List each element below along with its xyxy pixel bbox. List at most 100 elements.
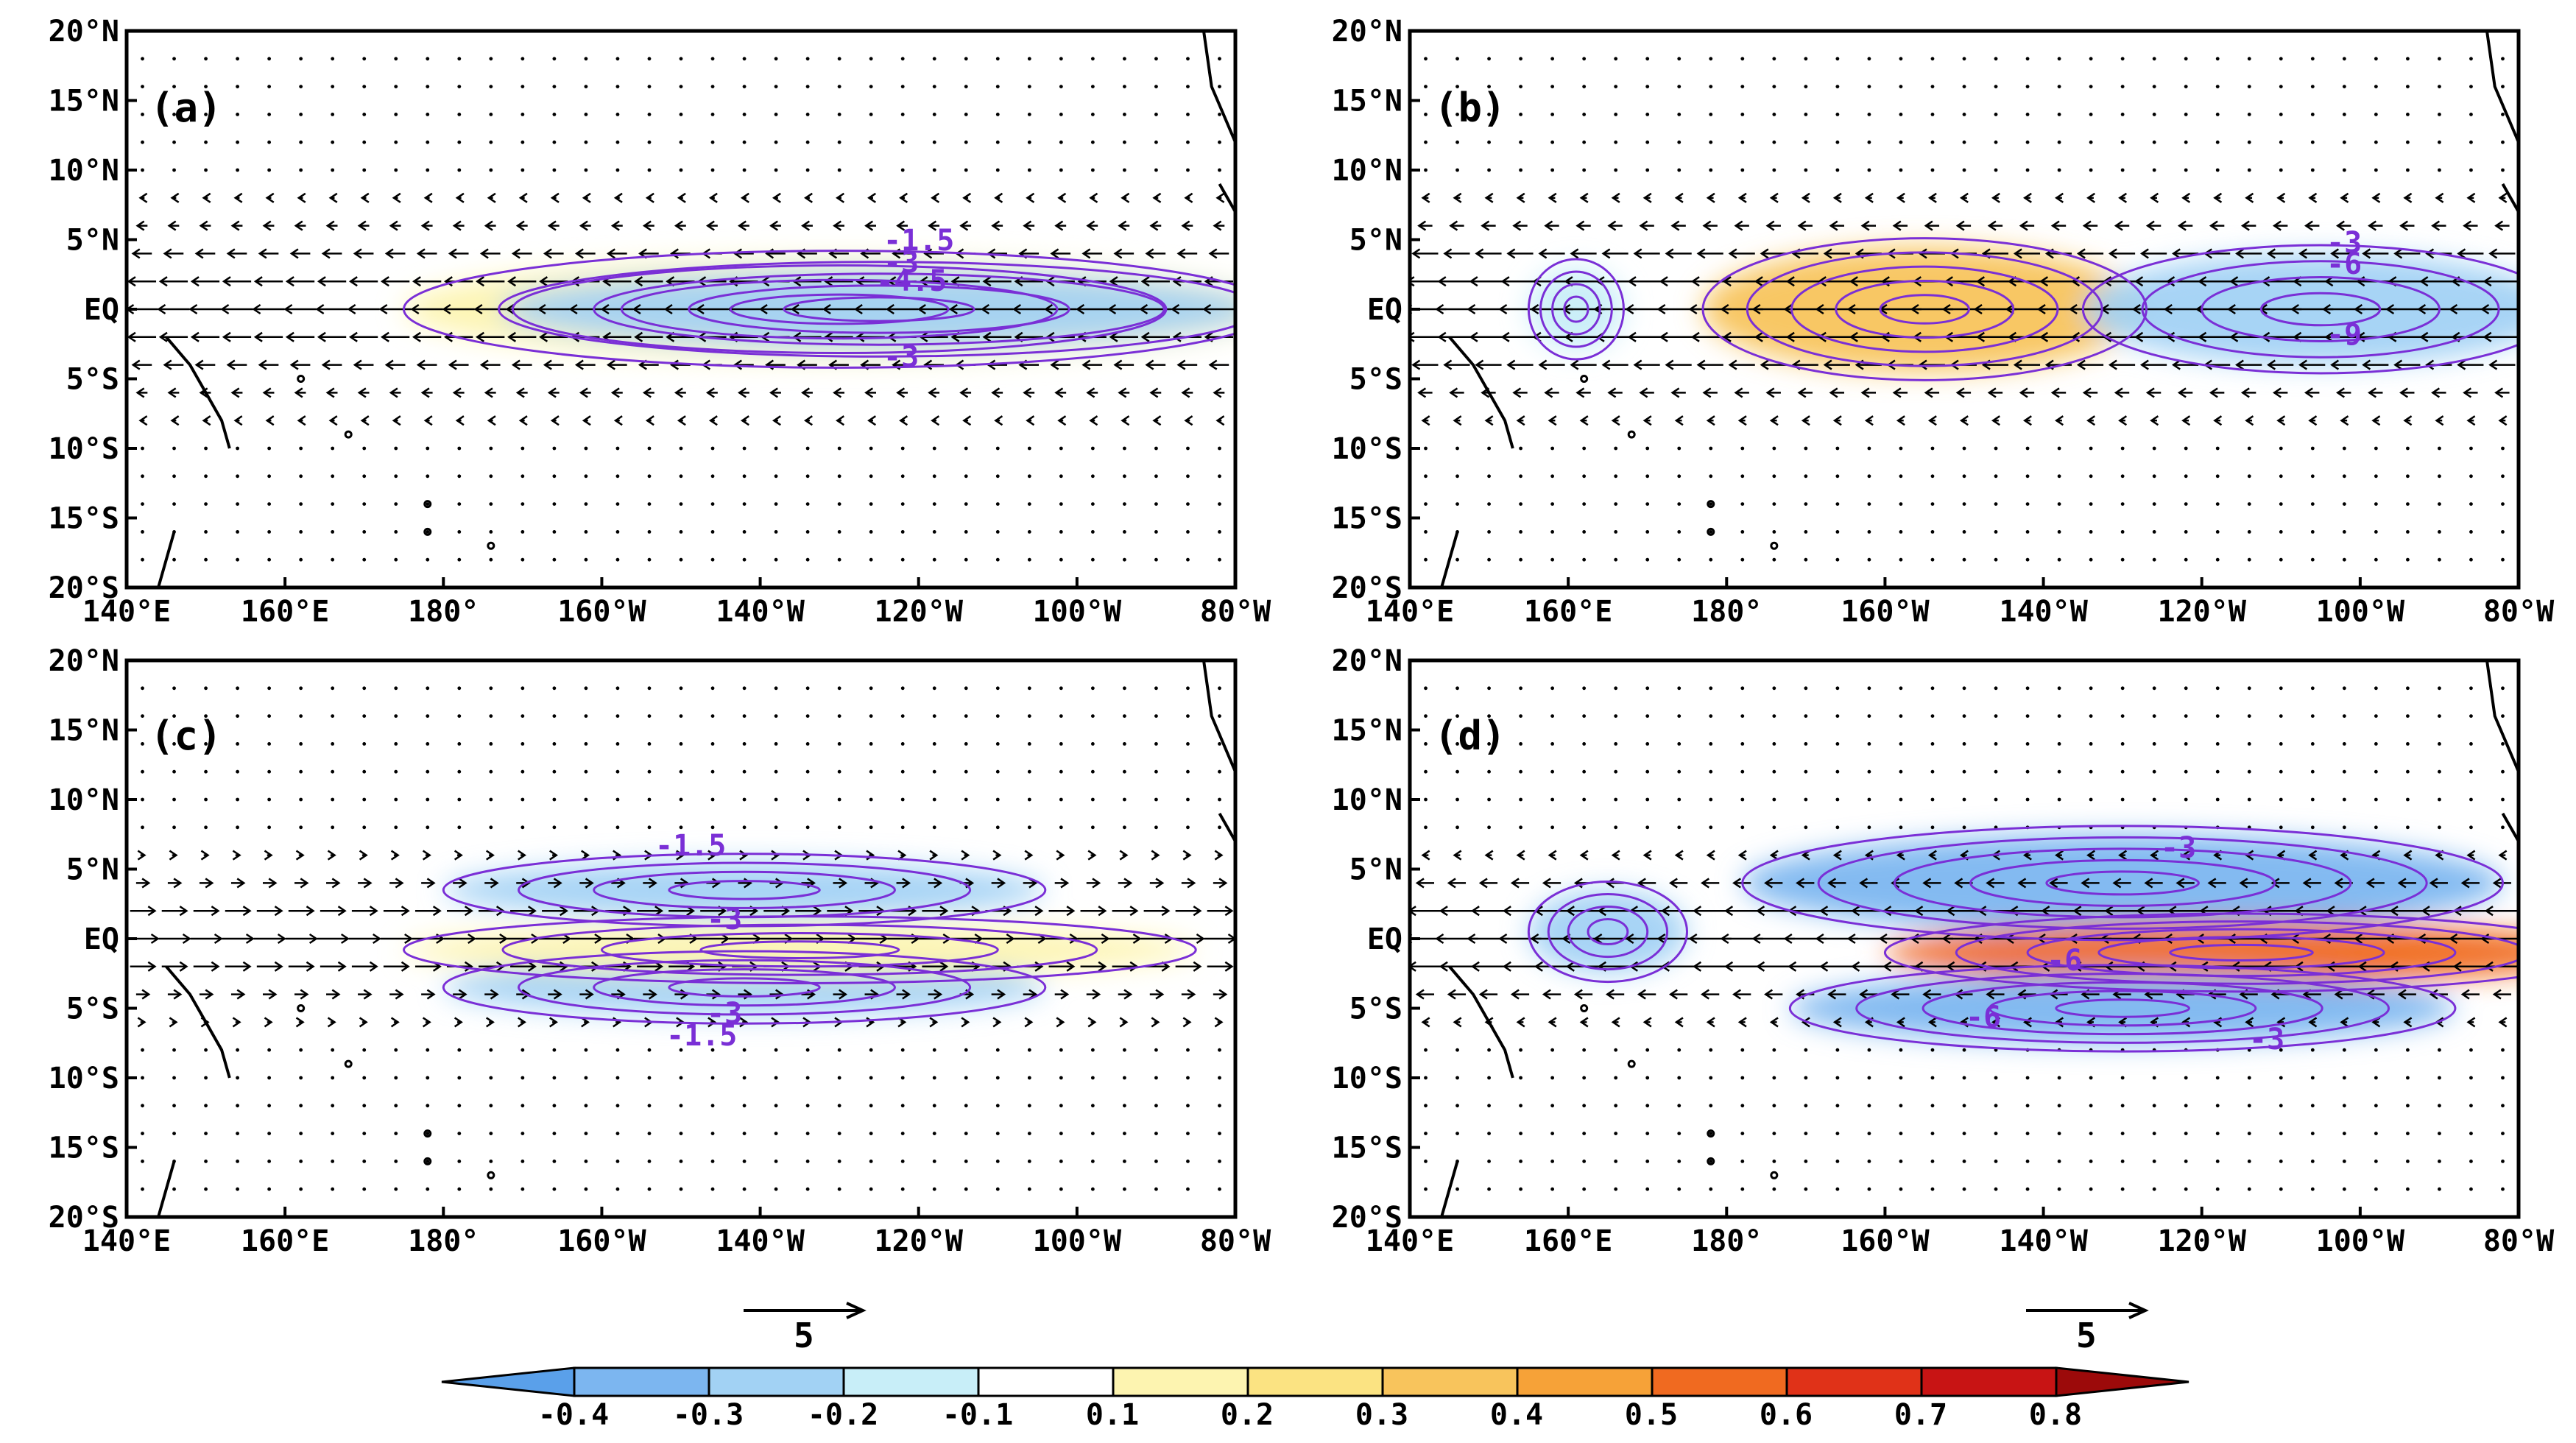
wind-vector (964, 557, 968, 562)
wind-vector-head (1637, 989, 1646, 1000)
wind-vector (1123, 1048, 1126, 1052)
wind-vector (552, 557, 557, 562)
wind-vector-head (347, 303, 356, 315)
wind-vector (485, 1017, 495, 1028)
wind-vector-head (400, 961, 410, 972)
wind-vector-head (866, 1017, 875, 1028)
wind-vector (837, 686, 841, 691)
wind-vector-head (2403, 415, 2413, 426)
wind-vector (2308, 192, 2318, 203)
wind-vector (265, 415, 275, 426)
wind-vector (1186, 1187, 1190, 1191)
wind-vector (320, 961, 347, 972)
wind-vector (2310, 769, 2315, 774)
wind-vector-head (1846, 303, 1856, 315)
wind-vector-head (2431, 220, 2441, 231)
wind-vector (1899, 797, 1903, 802)
wind-vector (995, 1104, 1000, 1108)
wind-vector (964, 742, 968, 746)
wind-vector (2086, 415, 2096, 426)
wind-vector-head (230, 220, 240, 231)
wind-vector (1899, 446, 1903, 451)
wind-vector (288, 961, 315, 972)
wind-vector (2057, 769, 2061, 774)
wind-vector-head (199, 387, 208, 398)
wind-vector (679, 57, 683, 61)
wind-vector (1670, 220, 1686, 231)
wind-vector (1765, 220, 1781, 231)
wind-vector (931, 192, 940, 203)
wind-vector-head (454, 850, 463, 861)
wind-vector-head (613, 192, 623, 203)
wind-vector (2213, 415, 2223, 426)
wind-vector (1027, 825, 1031, 830)
wind-vector-head (2362, 359, 2371, 370)
wind-vector (1804, 57, 1808, 61)
contour-labels: -1.5 -3 -4.5 -3 (876, 224, 954, 374)
panel-label: (c) (150, 713, 222, 759)
wind-vector (1724, 906, 1760, 917)
wind-vector (2403, 850, 2413, 861)
wind-vector (2406, 797, 2410, 802)
wind-vector-head (2019, 220, 2028, 231)
wind-vector (1661, 961, 1696, 972)
wind-vector (190, 331, 220, 342)
wind-vector (1769, 192, 1779, 203)
wind-vector (1709, 57, 1713, 61)
wind-vector (615, 742, 620, 746)
wind-vector (647, 1160, 652, 1163)
wind-vector (157, 303, 190, 315)
wind-vector (1121, 415, 1130, 426)
wind-vector (1519, 714, 1523, 718)
wind-vector (1424, 168, 1428, 172)
wind-vector (130, 961, 157, 972)
wind-vector (1470, 906, 1506, 917)
wind-vector-head (2498, 192, 2508, 203)
wind-vector (357, 220, 370, 231)
wind-vector (2406, 769, 2410, 774)
wind-vector (615, 1187, 620, 1191)
wind-vector (542, 906, 568, 917)
wind-vector-head (1151, 1017, 1160, 1028)
wind-vector (2025, 57, 2030, 61)
wind-vector (584, 502, 588, 506)
wind-vector (742, 686, 747, 691)
wind-vector (539, 331, 568, 342)
wind-vector (1962, 557, 1966, 562)
wind-vector (1424, 557, 1428, 562)
wind-vector-head (1696, 248, 1706, 259)
wind-vector (1962, 1048, 1966, 1052)
x-axis: 140°E 160°E 180° 160°W 140°W 120°W 100°W 80°W (82, 577, 1271, 629)
wind-vector (1579, 1017, 1589, 1028)
streamfunction-contour (1701, 237, 2148, 381)
wind-vector (1213, 220, 1225, 231)
wind-vector (679, 1104, 683, 1108)
wind-vector (479, 359, 501, 370)
wind-vector (1184, 415, 1193, 426)
wind-vector-head (2460, 878, 2470, 889)
wind-vector (420, 387, 433, 398)
wind-vector (204, 797, 208, 802)
wind-vector (2279, 446, 2283, 451)
wind-vector-head (2181, 415, 2191, 426)
wind-vector (1645, 1076, 1650, 1080)
wind-vector-head (2118, 850, 2128, 861)
wind-vector (426, 1076, 430, 1080)
wind-vector (362, 1076, 367, 1080)
wind-vector-head (1484, 1017, 1494, 1028)
wind-vector-head (1132, 933, 1142, 945)
wind-vector (521, 825, 525, 830)
wind-vector-head (737, 220, 747, 231)
wind-vector (742, 168, 747, 172)
wind-vector-head (1891, 878, 1900, 889)
wind-vector (647, 1187, 652, 1191)
wind-vector (1706, 850, 1715, 861)
wind-vector-head (1006, 933, 1015, 945)
wind-vector (932, 1160, 936, 1163)
wind-vector-head (423, 192, 433, 203)
wind-vector (1154, 530, 1158, 534)
wind-vector (549, 850, 558, 861)
wind-vector (1579, 850, 1589, 861)
wind-vector (2215, 530, 2220, 534)
wind-vector (899, 192, 908, 203)
